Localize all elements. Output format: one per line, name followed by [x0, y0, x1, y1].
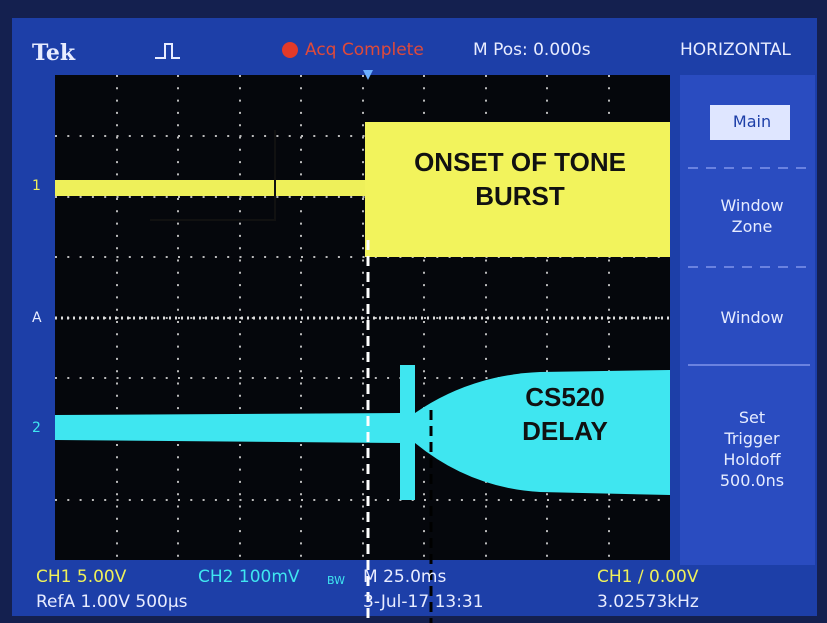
trigger-level: CH1 ∕ 0.00V: [597, 567, 699, 587]
trigger-marker: A: [32, 310, 42, 326]
text-line: Trigger: [688, 428, 816, 449]
menu-item[interactable]: Window: [688, 307, 816, 328]
bandwidth: BW: [327, 574, 345, 587]
text-line: ONSET OF TONE: [375, 145, 665, 179]
page: Tek Acq Complete M Pos: 0.000s HORIZONTA…: [0, 0, 827, 623]
ch1-marker: 1: [32, 178, 41, 194]
ch1-scale: CH1 5.00V: [36, 567, 126, 587]
ch2-marker: 2: [32, 420, 41, 436]
text-line: 500.0ns: [688, 470, 816, 491]
text-line: CS520: [490, 380, 640, 414]
text-line: Set: [688, 407, 816, 428]
menu-item[interactable]: Main: [688, 111, 816, 132]
ch1-trace: [55, 180, 367, 196]
text-line: Holdoff: [688, 449, 816, 470]
text-line: BURST: [375, 179, 665, 213]
text-line: Window: [688, 195, 816, 216]
date: 3-Jul-17 13:31: [363, 592, 484, 612]
timebase: M 25.0ms: [363, 567, 446, 587]
text-line: Zone: [688, 216, 816, 237]
text-line: Window: [688, 307, 816, 328]
ref: RefA 1.00V 500µs: [36, 592, 188, 612]
ch2-scale: CH2 100mV: [198, 567, 300, 587]
position: M Pos: 0.000s: [473, 40, 591, 60]
acq-status: Acq Complete: [305, 40, 424, 60]
text-line: Main: [688, 111, 816, 132]
acq-indicator: [282, 42, 298, 58]
menu-title: HORIZONTAL: [680, 40, 791, 60]
frequency: 3.02573kHz: [597, 592, 699, 612]
text-line: DELAY: [490, 414, 640, 448]
brand: Tek: [32, 40, 75, 66]
